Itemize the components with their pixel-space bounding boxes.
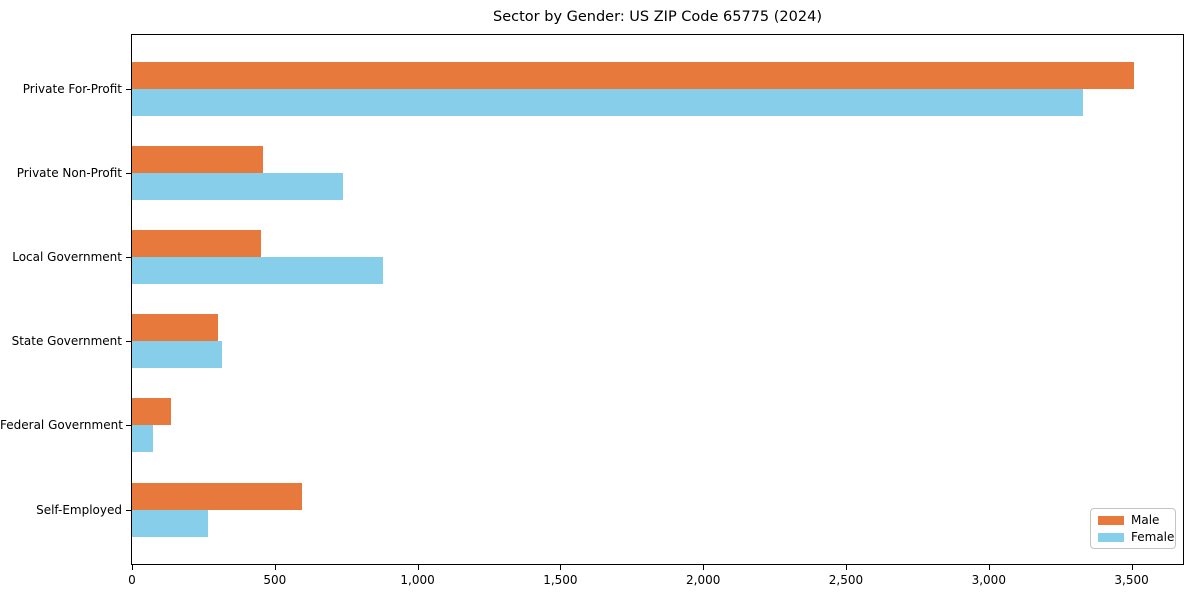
bar-male-1 bbox=[132, 145, 264, 173]
bar-male-2 bbox=[132, 229, 261, 257]
y-tick bbox=[126, 172, 131, 174]
bar-female-2 bbox=[132, 256, 384, 284]
legend: Male Female bbox=[1090, 508, 1176, 549]
y-tick-label: Federal Government bbox=[0, 418, 123, 433]
y-tick-label: State Government bbox=[11, 334, 122, 349]
bar-female-1 bbox=[132, 172, 344, 200]
x-tick-label: 3,500 bbox=[1114, 573, 1149, 587]
bar-female-5 bbox=[132, 509, 208, 537]
x-tick bbox=[417, 565, 419, 570]
x-tick-label: 0 bbox=[128, 573, 136, 587]
y-tick bbox=[126, 341, 131, 343]
x-tick bbox=[560, 565, 562, 570]
x-tick bbox=[132, 565, 133, 570]
plot-area bbox=[131, 34, 1184, 565]
x-tick bbox=[1131, 565, 1133, 570]
y-tick bbox=[126, 88, 131, 90]
bar-male-4 bbox=[132, 398, 171, 426]
x-tick bbox=[845, 565, 847, 570]
y-tick-label: Private For-Profit bbox=[22, 81, 122, 96]
bar-male-0 bbox=[132, 61, 1135, 89]
y-tick bbox=[126, 425, 131, 427]
x-tick-label: 2,000 bbox=[686, 573, 721, 587]
y-tick-label: Local Government bbox=[12, 249, 122, 264]
bar-female-0 bbox=[132, 88, 1084, 116]
x-tick-label: 500 bbox=[263, 573, 287, 587]
y-tick-label: Private Non-Profit bbox=[16, 165, 122, 180]
male-swatch bbox=[1098, 515, 1124, 525]
bar-female-4 bbox=[132, 425, 154, 453]
x-tick bbox=[988, 565, 990, 570]
legend-entry-male: Male bbox=[1098, 514, 1175, 526]
bar-male-5 bbox=[132, 482, 302, 510]
y-tick bbox=[126, 256, 131, 258]
y-tick bbox=[126, 509, 131, 511]
x-tick-label: 3,000 bbox=[971, 573, 1006, 587]
legend-label-male: Male bbox=[1131, 513, 1160, 527]
female-swatch bbox=[1098, 532, 1124, 542]
x-tick-label: 1,500 bbox=[543, 573, 578, 587]
x-tick bbox=[703, 565, 705, 570]
x-tick bbox=[274, 565, 276, 570]
bar-male-3 bbox=[132, 314, 218, 342]
legend-entry-female: Female bbox=[1098, 531, 1175, 543]
y-tick-label: Self-Employed bbox=[36, 502, 122, 517]
legend-label-female: Female bbox=[1131, 530, 1175, 544]
x-tick-label: 2,500 bbox=[828, 573, 864, 587]
chart-title: Sector by Gender: US ZIP Code 65775 (202… bbox=[493, 9, 822, 25]
x-tick-label: 1,000 bbox=[400, 573, 435, 587]
bar-female-3 bbox=[132, 341, 222, 369]
